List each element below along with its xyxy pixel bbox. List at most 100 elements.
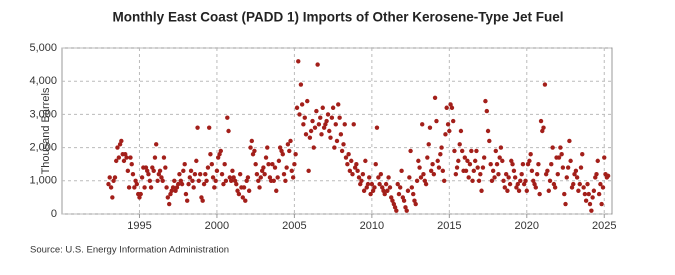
data-point: [559, 152, 564, 157]
data-point: [380, 185, 385, 190]
data-point: [181, 168, 186, 174]
data-point: [126, 185, 132, 190]
data-point: [248, 145, 253, 150]
data-point: [321, 125, 327, 130]
data-point: [116, 155, 122, 160]
data-point: [250, 152, 256, 157]
data-point: [551, 181, 557, 187]
data-point: [398, 185, 403, 190]
data-point: [541, 125, 546, 130]
data-point: [332, 145, 337, 150]
data-point: [462, 155, 468, 160]
data-point: [346, 152, 351, 157]
data-point: [318, 115, 323, 120]
data-point: [241, 185, 247, 190]
data-point: [299, 102, 305, 107]
data-point: [602, 155, 607, 160]
data-point: [368, 191, 373, 197]
data-point: [283, 178, 288, 183]
data-point: [392, 205, 398, 210]
data-point: [413, 201, 418, 207]
data-point: [536, 162, 541, 167]
data-point: [327, 128, 332, 134]
data-point: [151, 168, 156, 174]
data-point: [576, 188, 581, 193]
data-point: [330, 105, 336, 110]
data-point: [265, 145, 270, 150]
data-point: [493, 148, 499, 154]
data-point: [587, 201, 593, 207]
data-point: [258, 175, 263, 180]
data-point: [589, 208, 594, 213]
data-point: [459, 148, 465, 154]
data-point: [315, 62, 320, 67]
data-point: [374, 125, 380, 130]
data-point: [599, 201, 604, 207]
data-point: [343, 155, 349, 160]
data-point: [338, 132, 344, 137]
data-point: [142, 185, 147, 190]
data-point: [472, 158, 478, 164]
data-point: [506, 175, 511, 180]
x-tick-label: 1995: [127, 220, 151, 232]
data-point: [341, 142, 346, 147]
data-point: [209, 162, 215, 167]
data-point: [156, 171, 162, 177]
data-point: [540, 128, 545, 134]
data-point: [167, 201, 172, 207]
data-point: [106, 181, 111, 187]
y-tick-label: 1,000: [29, 175, 57, 187]
data-point: [290, 175, 296, 180]
data-point: [245, 175, 251, 180]
data-point: [426, 142, 431, 147]
data-point: [276, 158, 282, 164]
data-point: [420, 122, 425, 127]
data-point: [153, 142, 159, 147]
data-point: [145, 168, 150, 174]
data-point: [228, 178, 234, 183]
data-point: [256, 178, 261, 183]
data-point: [280, 152, 285, 157]
data-point: [591, 188, 597, 193]
data-point: [244, 178, 249, 183]
data-point: [594, 171, 599, 177]
data-point: [294, 105, 300, 110]
data-point: [323, 122, 328, 127]
data-point: [580, 152, 585, 157]
data-point: [197, 171, 203, 177]
data-point: [475, 165, 480, 170]
x-tick-label: 2025: [592, 220, 616, 232]
data-point: [444, 105, 449, 110]
data-point: [422, 178, 428, 183]
data-point: [434, 118, 439, 124]
data-point: [236, 191, 242, 197]
data-point: [214, 168, 220, 174]
data-point: [355, 168, 360, 174]
data-point: [225, 115, 230, 120]
data-point: [502, 185, 507, 190]
data-point: [409, 185, 415, 190]
data-point: [163, 165, 168, 170]
data-point: [453, 171, 459, 177]
data-point: [119, 138, 124, 144]
data-point: [476, 178, 482, 183]
data-point: [405, 188, 411, 193]
data-point: [394, 208, 399, 213]
data-point: [311, 145, 316, 150]
data-point: [336, 102, 341, 107]
data-point: [174, 185, 180, 190]
data-point: [521, 181, 527, 187]
data-point: [146, 171, 151, 177]
y-axis-label: Thousand Barrels: [40, 87, 52, 174]
data-point: [310, 118, 315, 124]
data-point: [259, 168, 265, 174]
data-point: [395, 181, 400, 187]
data-point: [169, 188, 174, 193]
data-point: [376, 175, 381, 180]
data-point: [143, 165, 149, 170]
data-point: [281, 171, 287, 177]
data-point: [342, 122, 347, 127]
data-point: [447, 128, 452, 134]
data-point: [212, 185, 217, 190]
data-point: [148, 185, 154, 190]
